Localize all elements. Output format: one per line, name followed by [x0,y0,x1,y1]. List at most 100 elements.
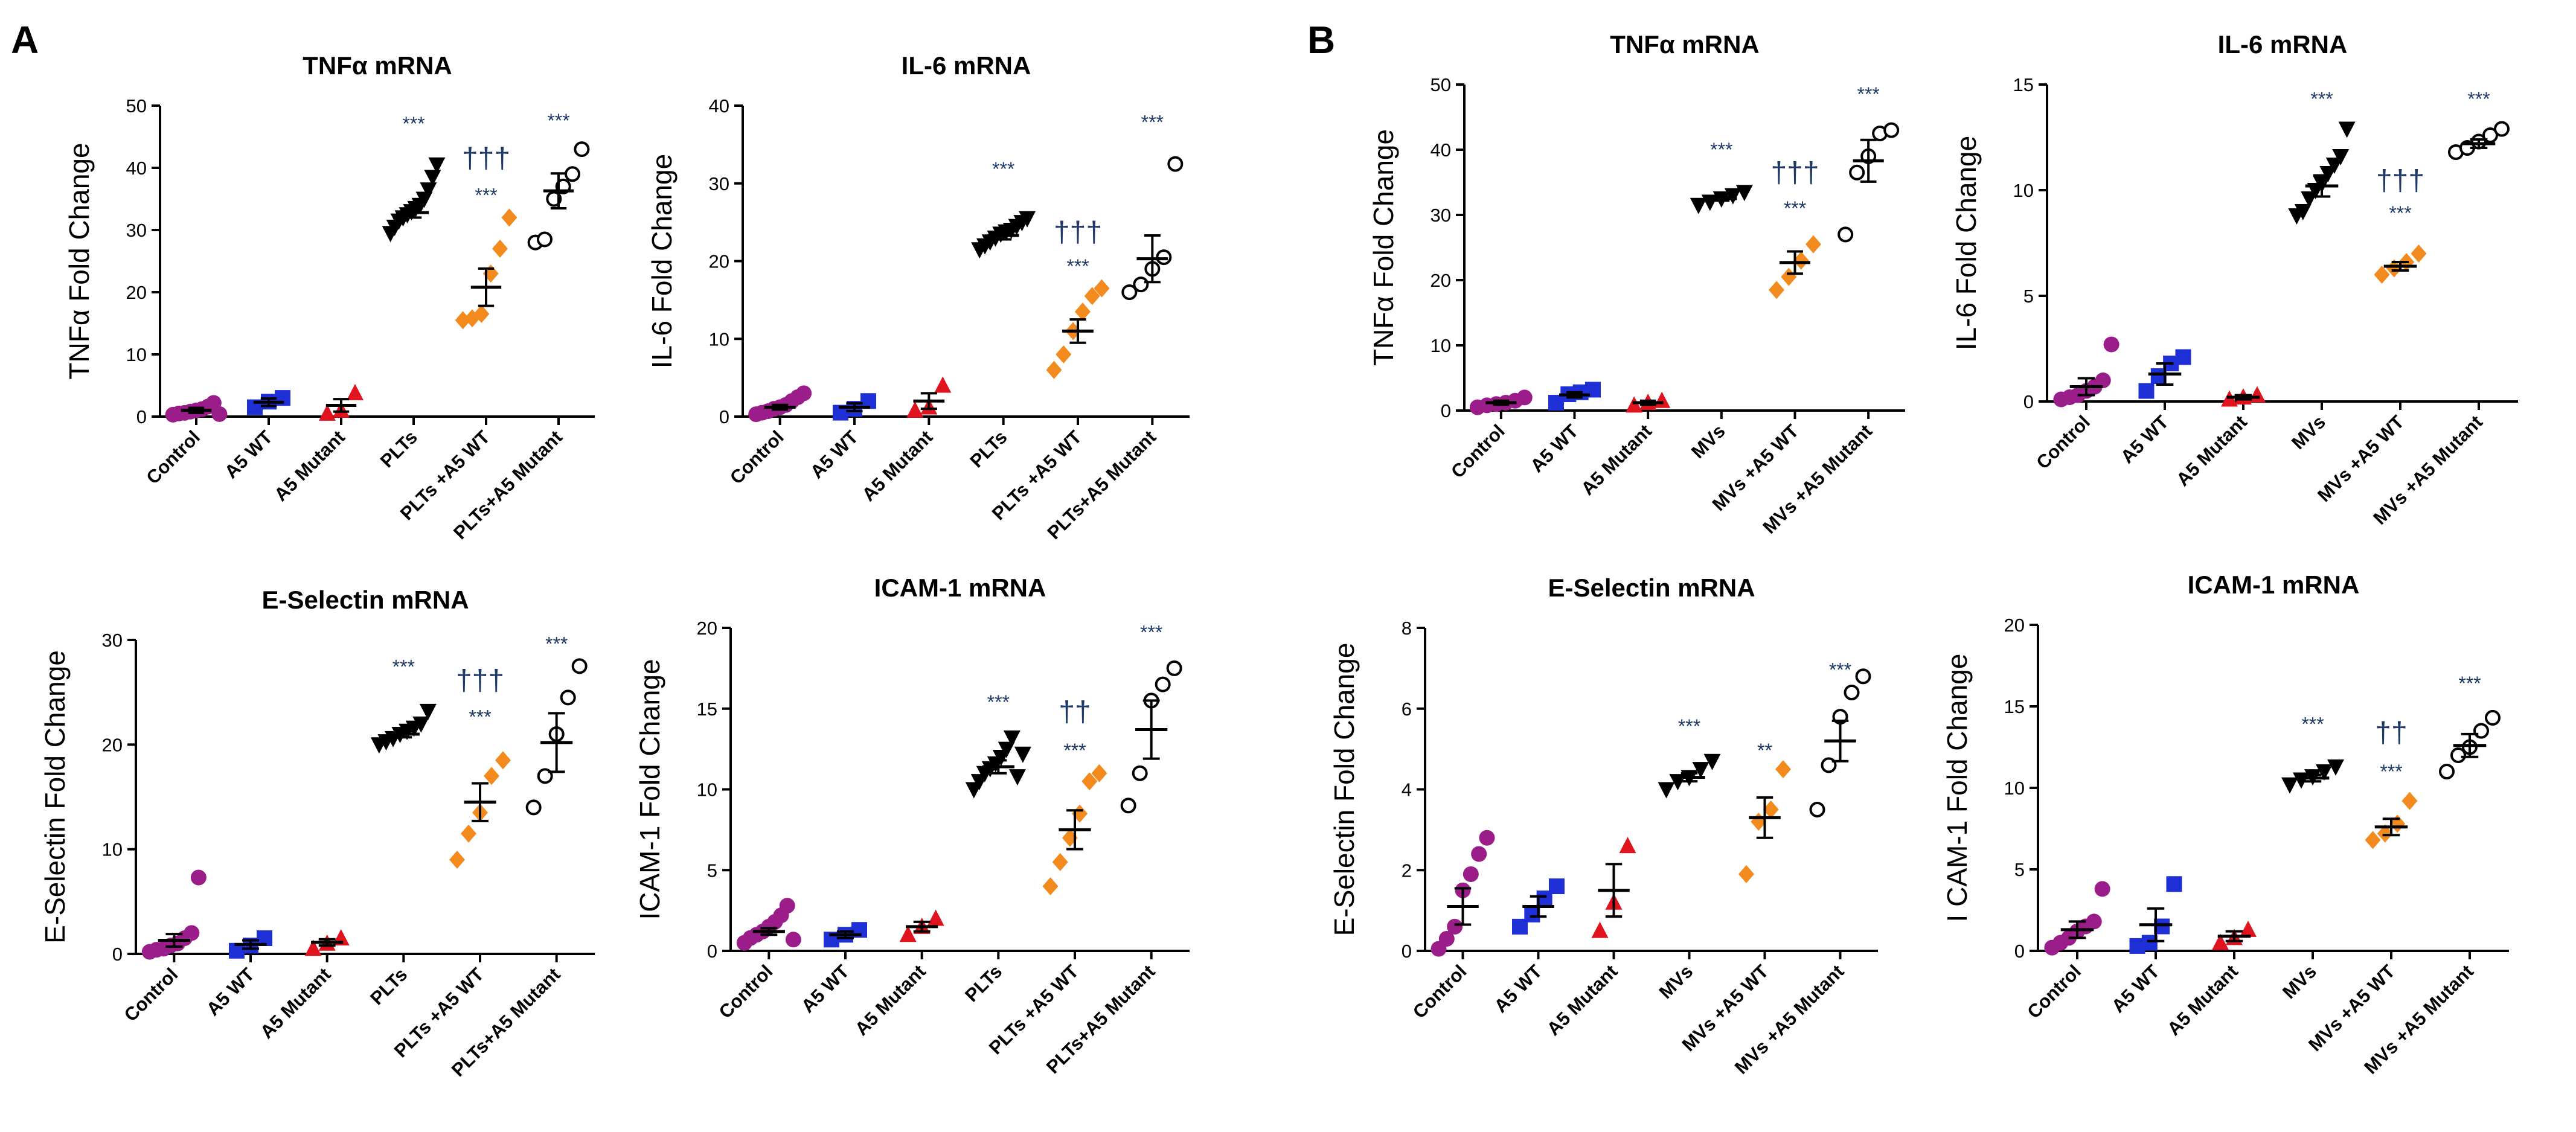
data-point [906,401,924,418]
significance-annotation: *** [2380,761,2402,782]
data-point [501,208,517,227]
data-point [1133,277,1149,293]
chart-title: E-Selectin mRNA [1548,574,1755,602]
y-tick-label: 20 [102,734,123,755]
y-tick-label: 40 [1431,139,1451,161]
dagger-annotation: ††† [2376,165,2424,197]
data-point [779,898,795,914]
data-point [536,231,553,248]
y-tick-label: 0 [719,406,729,427]
data-point [560,689,576,706]
chart-title: IL-6 mRNA [2218,30,2348,59]
data-point [461,824,476,843]
data-point [1046,360,1062,379]
data-point [574,141,590,158]
data-point [1626,396,1643,413]
y-tick-label: 40 [709,95,729,117]
y-tick-label: 15 [2013,74,2034,95]
significance-annotation: *** [469,706,491,728]
data-point [1479,830,1495,846]
significance-annotation: *** [545,633,568,654]
x-category-label: A5 Mutant [851,961,930,1040]
x-category-label: A5 WT [220,426,277,482]
data-point [1549,878,1565,894]
data-point [347,383,364,400]
dagger-annotation: ††† [1054,216,1102,248]
y-tick-label: 40 [126,158,147,179]
data-point [2374,266,2390,284]
data-point [2377,824,2393,843]
x-category-label: A5 WT [202,964,258,1020]
y-axis-label: I CAM-1 Fold Change [1941,654,1973,923]
data-point [2485,709,2501,726]
x-category-label: A5 WT [1527,420,1583,476]
data-point [1883,122,1900,138]
data-point [1805,235,1821,254]
data-point [1658,782,1675,799]
data-point [1052,852,1068,871]
data-point [565,166,581,182]
x-category-label: Control [1409,961,1471,1023]
y-tick-label: 0 [2014,941,2025,962]
x-category-label: Control [2032,411,2094,473]
data-point [2386,259,2402,278]
data-point [1166,660,1182,676]
data-point [2294,204,2312,220]
data-point [2166,876,2182,892]
data-point [1692,762,1709,779]
data-point [1769,281,1784,299]
y-axis-label: TNFα Fold Change [63,142,95,379]
y-tick-label: 0 [1441,400,1451,421]
y-axis-label: E-Selectin Fold Change [39,650,71,944]
y-tick-label: 10 [1431,335,1451,356]
data-point [1014,746,1031,763]
x-category-label: PLTs [376,426,421,472]
data-point [484,767,499,785]
y-tick-label: 20 [2004,615,2025,636]
y-tick-label: 10 [102,839,123,860]
dagger-annotation: ††† [1770,157,1819,189]
data-point [190,869,207,886]
x-category-label: Control [120,964,182,1026]
data-point [1019,211,1036,228]
x-category-label: A5 WT [797,961,853,1017]
data-point [420,182,437,199]
data-point [2103,336,2119,353]
y-tick-label: 4 [1402,779,1412,801]
x-category-label: MVs [2287,411,2330,453]
y-tick-label: 20 [697,618,717,639]
y-tick-label: 10 [2013,180,2034,201]
y-tick-label: 5 [2014,859,2025,880]
data-point [998,741,1015,758]
significance-annotation: *** [402,113,425,135]
data-point [2316,764,2333,781]
data-point [1056,345,1072,363]
significance-annotation: *** [1710,139,1732,161]
x-category-label: A5 WT [806,426,862,482]
data-point [2325,158,2343,174]
significance-annotation: *** [2301,714,2324,735]
significance-annotation: ** [1757,740,1772,761]
x-category-label: A5 WT [1490,961,1546,1017]
data-point [1156,249,1172,266]
data-point [785,932,801,948]
data-point [1471,846,1487,862]
data-point [1781,267,1797,286]
data-point [1042,877,1059,895]
data-point [1690,197,1707,214]
data-point [495,751,511,770]
y-tick-label: 0 [136,406,147,427]
y-tick-label: 20 [709,251,729,272]
dagger-annotation: ††† [462,142,510,174]
data-point [1463,866,1479,882]
chart-3: IL-6 mRNA IL-6 Fold Change 0 5 10 15 Control A5… [1950,30,2518,529]
significance-annotation: *** [547,110,569,132]
x-category-label: MVs [1687,420,1729,462]
chart-5: ICAM-1 mRNA ICAM-1 Fold Change 0 5 10 15 20 Con… [634,574,1190,1078]
x-category-label: A5 Mutant [256,964,335,1043]
data-point [2095,373,2111,388]
x-category-label: A5 Mutant [270,426,349,505]
y-tick-label: 8 [1402,618,1412,639]
data-point [424,170,441,187]
x-category-label: A5 Mutant [1543,961,1622,1040]
